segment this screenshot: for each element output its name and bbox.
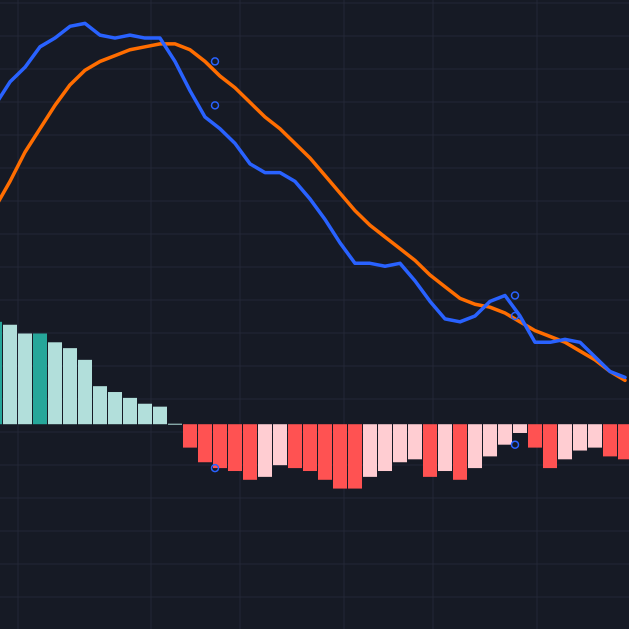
crossover-marker	[510, 440, 520, 449]
histogram-bar	[3, 324, 17, 425]
crossover-marker	[210, 57, 220, 66]
histogram-bar	[303, 424, 317, 472]
histogram-bar	[393, 424, 407, 463]
crossover-marker	[210, 463, 220, 473]
histogram-bar	[348, 424, 362, 489]
histogram-bar	[243, 424, 257, 480]
histogram-bar	[288, 424, 302, 469]
histogram-bar	[228, 424, 242, 472]
histogram-bar	[498, 424, 512, 445]
histogram-bar	[183, 424, 197, 448]
lines	[0, 21, 627, 383]
histogram-bar	[48, 342, 62, 425]
histogram-bar	[258, 424, 272, 477]
crossover-markers	[210, 57, 520, 473]
histogram-bar	[558, 424, 572, 460]
macd-line	[0, 21, 627, 380]
crossover-marker	[510, 311, 520, 321]
histogram-bar	[318, 424, 332, 480]
histogram-bar	[513, 424, 527, 433]
histogram-bar	[468, 424, 482, 469]
signal-line	[0, 42, 627, 383]
crossover-marker	[510, 291, 520, 300]
histogram-bar	[483, 424, 497, 457]
histogram-bar	[78, 359, 92, 425]
histogram-bar	[423, 424, 437, 477]
histogram	[0, 321, 629, 489]
histogram-bar	[0, 321, 2, 425]
histogram-bar	[333, 424, 347, 489]
histogram-bar	[363, 424, 377, 477]
crossover-marker	[210, 101, 220, 110]
histogram-bar	[543, 424, 557, 469]
histogram-bar	[603, 424, 617, 457]
histogram-bar	[453, 424, 467, 480]
histogram-bar	[108, 392, 122, 425]
histogram-bar	[213, 424, 227, 469]
histogram-bar	[528, 424, 542, 448]
histogram-bar	[33, 333, 47, 425]
histogram-bar	[93, 386, 107, 425]
histogram-bar	[153, 406, 167, 425]
histogram-bar	[63, 348, 77, 425]
histogram-bar	[198, 424, 212, 463]
histogram-bar	[123, 397, 137, 425]
histogram-bar	[573, 424, 587, 451]
histogram-bar	[408, 424, 422, 460]
histogram-bar	[18, 333, 32, 425]
histogram-bar	[273, 424, 287, 466]
histogram-bar	[138, 403, 152, 425]
histogram-bar	[168, 423, 182, 425]
histogram-bar	[618, 424, 629, 460]
histogram-bar	[438, 424, 452, 472]
histogram-bar	[588, 424, 602, 448]
histogram-bar	[378, 424, 392, 472]
